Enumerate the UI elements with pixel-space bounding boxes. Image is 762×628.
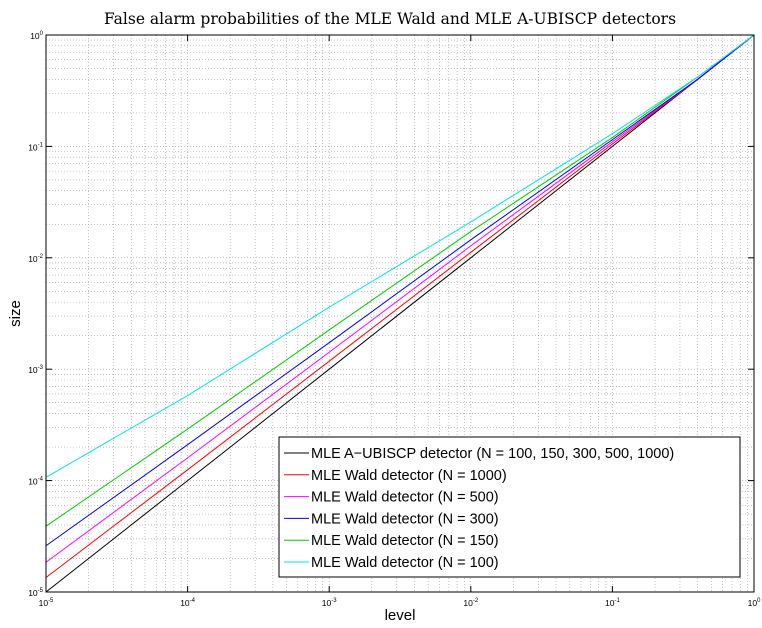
legend-label: MLE Wald detector (N = 300) [311, 511, 499, 527]
y-tick-label: 10-3 [28, 365, 43, 375]
x-tick-label: 10-3 [322, 598, 337, 608]
legend: MLE A−UBISCP detector (N = 100, 150, 300… [278, 436, 741, 578]
y-tick-label: 10-4 [28, 477, 43, 487]
plot-frame [45, 34, 755, 593]
legend-box [278, 436, 741, 578]
plot-lines [45, 34, 755, 593]
y-axis-label: size [7, 300, 24, 327]
legend-label: MLE Wald detector (N = 150) [311, 533, 499, 549]
legend-label: MLE Wald detector (N = 500) [311, 490, 499, 506]
legend-label: MLE A−UBISCP detector (N = 100, 150, 300… [311, 446, 674, 462]
legend-label: MLE Wald detector (N = 100) [311, 555, 499, 571]
x-tick-label: 100 [748, 598, 761, 608]
y-tick-label: 10-5 [28, 588, 43, 598]
x-tick-label: 10-1 [605, 598, 620, 608]
series-line-6 [45, 34, 755, 478]
x-tick-label: 10-2 [463, 598, 478, 608]
y-tick-label: 10-2 [28, 254, 43, 264]
y-tick-label: 10-1 [28, 142, 43, 152]
series-line-4 [45, 34, 755, 547]
chart-title: False alarm probabilities of the MLE Wal… [104, 10, 676, 28]
x-axis-label: level [385, 607, 416, 624]
legend-label: MLE Wald detector (N = 1000) [311, 468, 507, 484]
x-tick-label: 10-5 [39, 598, 54, 608]
x-tick-label: 10-4 [180, 598, 195, 608]
y-tick-label: 100 [30, 31, 43, 41]
axis-ticks: 10-5 10-4 10-3 10-2 10-1 100 10-5 10-4 10-3 10-2 1… [28, 31, 761, 608]
